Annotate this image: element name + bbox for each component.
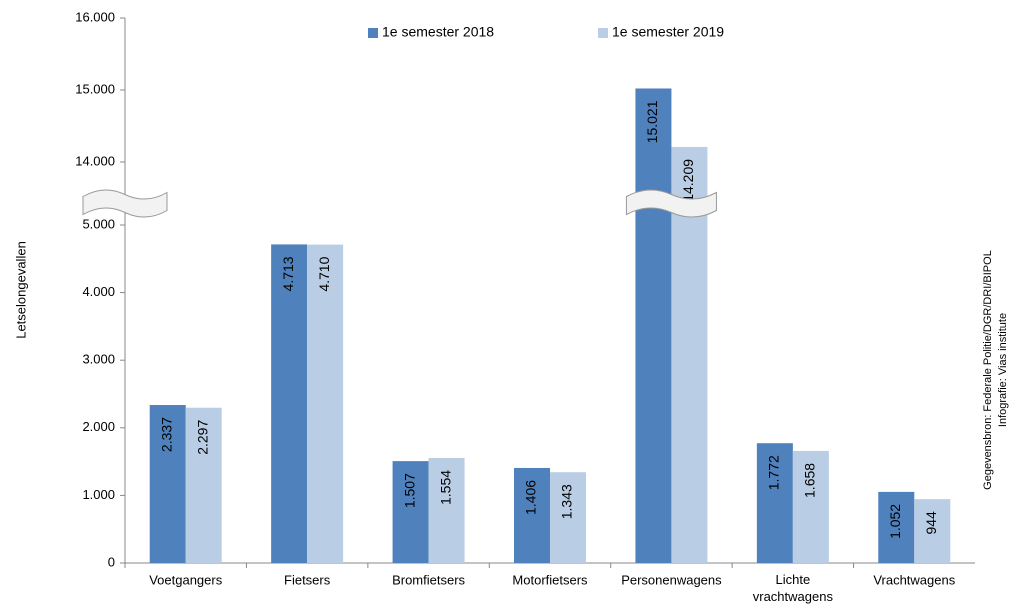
data-label: 1.554 <box>437 470 453 505</box>
legend-swatch <box>598 28 608 38</box>
y-tick-label: 0 <box>108 554 115 569</box>
data-label: 944 <box>923 511 939 535</box>
bar <box>271 244 308 564</box>
axis-break <box>82 189 168 218</box>
data-label: 2.337 <box>158 417 174 452</box>
legend-label: 1e semester 2018 <box>382 24 494 40</box>
x-tick-label: Personenwagens <box>621 572 722 587</box>
y-tick-label: 14.000 <box>75 153 115 168</box>
data-label: 1.052 <box>887 504 903 539</box>
data-label: 2.297 <box>194 420 210 455</box>
y-tick-label: 1.000 <box>82 487 115 502</box>
bar <box>914 499 951 563</box>
x-tick-label: Bromfietsers <box>392 572 465 587</box>
data-label: 4.710 <box>316 256 332 291</box>
data-label: 1.658 <box>802 463 818 498</box>
bar <box>635 88 672 563</box>
data-label: 1.772 <box>766 455 782 490</box>
y-tick-label: 4.000 <box>82 284 115 299</box>
bar <box>878 491 915 563</box>
x-tick-label: Fietsers <box>284 572 331 587</box>
data-label: 14.209 <box>680 159 696 202</box>
x-tick-label: Vrachtwagens <box>873 572 955 587</box>
x-tick-label: Motorfietsers <box>512 572 588 587</box>
data-label: 1.507 <box>401 473 417 508</box>
bar <box>792 450 829 563</box>
data-label: 1.343 <box>559 484 575 519</box>
x-tick-label: Voetgangers <box>149 572 223 587</box>
bar <box>392 461 429 563</box>
bar <box>185 407 222 563</box>
y-axis-label: Letselongevallen <box>13 241 28 339</box>
bar <box>756 443 793 563</box>
source-note: Gegevensbron: Federale Politie/DGR/DRI/B… <box>982 250 994 490</box>
y-tick-label: 2.000 <box>82 419 115 434</box>
bar <box>514 467 550 563</box>
data-label: 1.406 <box>523 480 539 515</box>
axis-break <box>625 189 717 218</box>
bar <box>149 405 186 563</box>
bar <box>307 244 344 563</box>
data-label: 4.713 <box>280 256 296 291</box>
y-tick-label: 5.000 <box>82 216 115 231</box>
bar <box>550 472 586 563</box>
y-tick-label: 15.000 <box>75 81 115 96</box>
y-tick-label: 3.000 <box>82 352 115 367</box>
legend-swatch <box>368 28 378 38</box>
y-tick-label: 16.000 <box>75 9 115 24</box>
legend-label: 1e semester 2019 <box>612 24 724 40</box>
x-tick-label: Lichte vrachtwagens <box>753 572 834 604</box>
data-label: 15.021 <box>644 100 660 143</box>
credit-note: Infografie: Vias institute <box>997 313 1009 427</box>
bar <box>428 457 465 563</box>
